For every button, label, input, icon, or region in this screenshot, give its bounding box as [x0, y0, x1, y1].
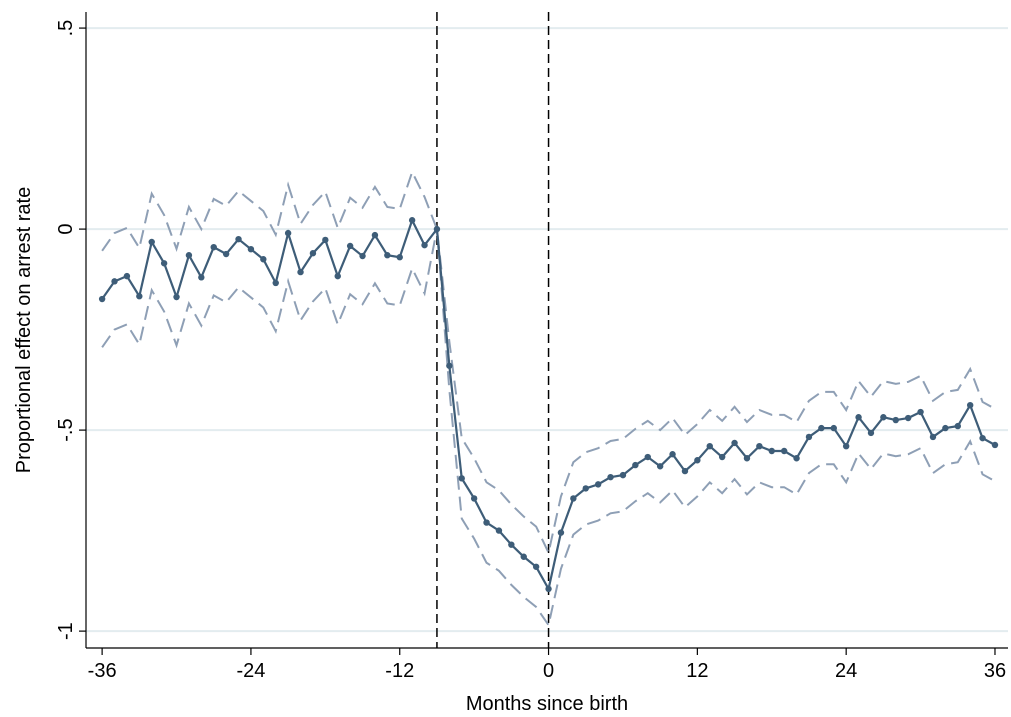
y-tick-label: -1: [55, 622, 77, 640]
point: [942, 424, 949, 432]
point: [855, 414, 862, 421]
point: [433, 225, 441, 233]
point: [582, 485, 589, 492]
x-tick-label: -36: [88, 660, 117, 682]
point: [917, 408, 924, 416]
x-tick-label: 36: [984, 660, 1006, 682]
point: [768, 447, 775, 455]
point: [780, 447, 788, 455]
point: [818, 424, 825, 432]
point: [346, 242, 354, 250]
point: [309, 250, 317, 257]
point: [830, 424, 837, 432]
point: [198, 274, 205, 281]
point: [644, 453, 651, 461]
point: [235, 235, 242, 243]
ci-line: [101, 228, 996, 628]
x-axis-title: Months since birth: [466, 693, 628, 715]
point: [123, 272, 131, 280]
point: [632, 461, 639, 469]
point: [334, 272, 341, 280]
point: [694, 457, 701, 464]
ci-line: [101, 169, 996, 556]
point: [272, 279, 279, 287]
y-tick-label: .5: [55, 20, 77, 37]
point: [979, 434, 986, 442]
point: [520, 553, 527, 560]
x-tick-label: 0: [543, 660, 554, 682]
y-tick-label: -.5: [55, 418, 77, 441]
point: [359, 252, 366, 260]
point: [793, 455, 800, 462]
y-tick-label: 0: [55, 224, 77, 235]
point: [929, 433, 937, 441]
point: [966, 401, 974, 409]
point: [731, 439, 738, 447]
point: [396, 254, 403, 261]
point: [470, 495, 478, 502]
point: [322, 236, 329, 244]
point: [842, 442, 850, 450]
point: [607, 473, 614, 481]
point: [371, 231, 379, 239]
point: [458, 475, 465, 482]
point: [656, 463, 664, 470]
point: [619, 471, 627, 479]
point: [892, 416, 899, 424]
point: [545, 585, 552, 593]
point: [210, 243, 217, 251]
point: [706, 442, 713, 450]
point: [880, 414, 887, 421]
point: [743, 455, 751, 462]
point: [260, 256, 267, 263]
point: [483, 519, 490, 526]
point: [297, 268, 304, 276]
point: [681, 467, 689, 475]
point: [222, 250, 230, 258]
point: [954, 422, 961, 430]
x-tick-label: 12: [686, 660, 708, 682]
x-tick-label: 24: [835, 660, 857, 682]
point: [446, 362, 453, 369]
point: [756, 442, 763, 450]
point: [557, 529, 565, 536]
point: [508, 541, 515, 548]
point: [904, 414, 912, 422]
point: [991, 441, 999, 449]
point: [160, 260, 168, 267]
point: [718, 453, 726, 461]
point: [408, 217, 416, 224]
point: [284, 229, 292, 237]
x-tick-label: -12: [385, 660, 414, 682]
point: [867, 429, 875, 437]
point: [173, 293, 180, 301]
x-tick-label: -24: [236, 660, 265, 682]
point: [669, 451, 676, 458]
point: [185, 252, 193, 259]
point: [384, 252, 391, 259]
point: [570, 495, 577, 502]
point: [495, 527, 503, 534]
point: [136, 293, 143, 300]
point: [148, 238, 155, 246]
point: [111, 278, 118, 285]
point: [247, 245, 255, 253]
point: [594, 481, 602, 488]
y-axis-title: Proportional effect on arrest rate: [13, 187, 35, 473]
point: [805, 433, 813, 441]
point: [421, 241, 428, 249]
point: [532, 563, 540, 570]
point: [98, 295, 106, 303]
